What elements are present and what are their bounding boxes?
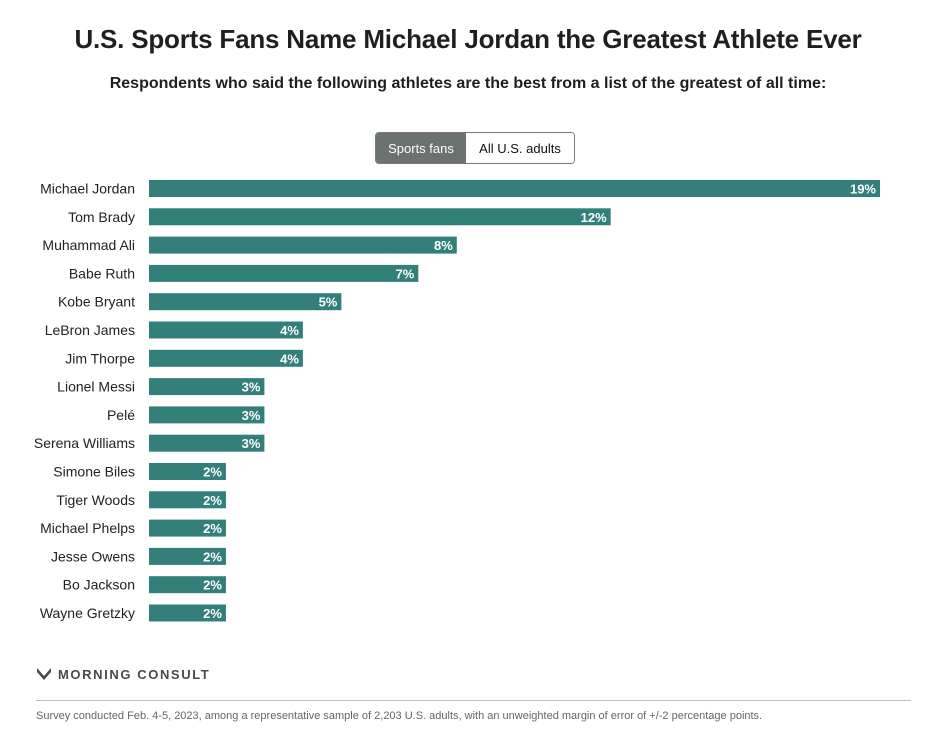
bar	[149, 547, 226, 565]
bar	[149, 519, 226, 537]
bar-value-label: 5%	[319, 295, 338, 310]
bar-chart: Michael Jordan 19% Tom Brady 12% Muhammad Al…	[34, 180, 880, 622]
toggle-all-adults-button[interactable]: All U.S. adults	[466, 133, 574, 163]
bar-value-label: 2%	[203, 521, 222, 536]
category-label: Serena Williams	[34, 435, 135, 451]
category-label: Tiger Woods	[56, 492, 135, 508]
category-label: Michael Jordan	[40, 181, 135, 197]
category-label: Muhammad Ali	[42, 237, 135, 253]
brand-name: MORNING CONSULT	[58, 666, 211, 682]
bar	[149, 293, 342, 311]
bar	[149, 349, 303, 367]
bar-value-label: 7%	[396, 266, 415, 281]
category-label: Babe Ruth	[69, 265, 135, 281]
category-label: Tom Brady	[68, 209, 135, 225]
bar-value-label: 4%	[280, 323, 299, 338]
bar	[149, 378, 265, 396]
category-label: Wayne Gretzky	[40, 605, 135, 621]
bar	[149, 208, 611, 226]
bar-value-label: 2%	[203, 606, 222, 621]
category-label: Jim Thorpe	[65, 350, 135, 366]
category-label: Jesse Owens	[51, 548, 135, 564]
chart-title: U.S. Sports Fans Name Michael Jordan the…	[74, 24, 862, 54]
bar-value-label: 2%	[203, 465, 222, 480]
survey-footnote: Survey conducted Feb. 4-5, 2023, among a…	[36, 710, 763, 722]
bar-value-label: 3%	[242, 380, 261, 395]
bar-value-label: 3%	[242, 436, 261, 451]
brand-logo: MORNING CONSULT	[36, 664, 210, 684]
category-label: Simone Biles	[53, 464, 135, 480]
bar	[149, 180, 880, 197]
chart-subtitle: Respondents who said the following athle…	[109, 75, 827, 92]
audience-toggle: Sports fans All U.S. adults	[375, 132, 575, 164]
bar	[149, 406, 265, 424]
bar-value-label: 2%	[203, 493, 222, 508]
category-label: Bo Jackson	[63, 577, 135, 593]
bar-value-label: 19%	[850, 182, 876, 197]
bar-value-label: 3%	[242, 408, 261, 423]
category-label: Lionel Messi	[57, 379, 135, 395]
footer-divider	[36, 700, 911, 701]
bar	[149, 434, 265, 452]
bar	[149, 463, 226, 480]
category-label: Pelé	[107, 407, 135, 423]
bar	[149, 576, 226, 594]
bar-value-label: 4%	[280, 351, 299, 366]
category-label: LeBron James	[45, 322, 135, 338]
category-label: Kobe Bryant	[58, 294, 135, 310]
bar	[149, 236, 457, 254]
bar	[149, 491, 226, 509]
toggle-sports-fans-button[interactable]: Sports fans	[376, 133, 466, 163]
bar	[149, 264, 419, 282]
bar-value-label: 8%	[434, 238, 453, 253]
bar-value-label: 12%	[581, 210, 607, 225]
bar-value-label: 2%	[203, 549, 222, 564]
morning-consult-logo-icon	[37, 668, 51, 680]
bar-value-label: 2%	[203, 578, 222, 593]
bar	[149, 321, 303, 339]
category-label: Michael Phelps	[40, 520, 135, 536]
bar	[149, 604, 226, 622]
